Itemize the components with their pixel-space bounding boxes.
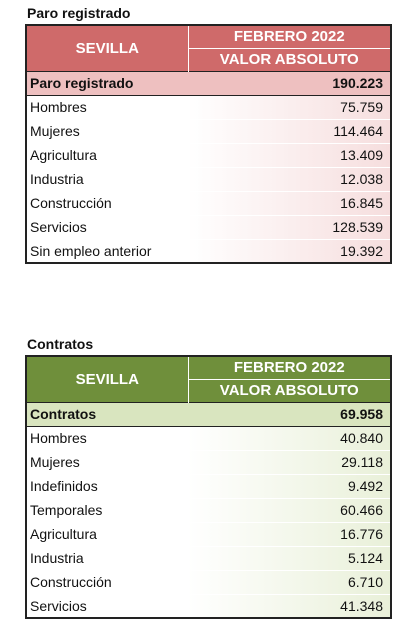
table-row: Servicios 41.348 — [26, 594, 391, 619]
row-value: 29.118 — [188, 450, 391, 475]
contratos-header-period: FEBRERO 2022 — [188, 356, 391, 380]
row-value: 12.038 — [188, 167, 391, 192]
table-row: Agricultura 13.409 — [25, 143, 391, 168]
row-label: Mujeres — [26, 450, 188, 475]
table-row: Construcción 16.845 — [25, 191, 391, 216]
contratos-total-row: Contratos 69.958 — [26, 401, 391, 427]
table-row: Temporales 60.466 — [26, 498, 391, 523]
paro-header-measure: VALOR ABSOLUTO — [188, 48, 391, 71]
row-value: 128.539 — [188, 215, 391, 240]
row-value: 16.845 — [188, 191, 391, 216]
contratos-total-value: 69.958 — [188, 401, 391, 427]
row-value: 5.124 — [188, 546, 391, 571]
paro-table: SEVILLA FEBRERO 2022 VALOR ABSOLUTO Paro… — [25, 24, 392, 264]
table-row: Sin empleo anterior 19.392 — [25, 239, 391, 264]
table-row: Industria 5.124 — [26, 546, 391, 571]
row-value: 16.776 — [188, 522, 391, 547]
row-value: 19.392 — [188, 239, 391, 264]
contratos-header-city: SEVILLA — [26, 356, 189, 402]
row-label: Hombres — [25, 95, 188, 120]
contratos-total-label: Contratos — [26, 401, 188, 427]
row-label: Industria — [25, 167, 188, 192]
row-label: Servicios — [25, 215, 188, 240]
paro-total-value: 190.223 — [188, 70, 391, 96]
row-label: Construcción — [26, 570, 188, 595]
paro-header-period: FEBRERO 2022 — [188, 25, 391, 49]
row-label: Servicios — [26, 594, 188, 619]
row-value: 13.409 — [188, 143, 391, 168]
table-row: Servicios 128.539 — [25, 215, 391, 240]
row-value: 60.466 — [188, 498, 391, 523]
row-value: 114.464 — [188, 119, 391, 144]
row-label: Hombres — [26, 426, 188, 451]
paro-total-label: Paro registrado — [25, 70, 188, 96]
contratos-header-measure: VALOR ABSOLUTO — [188, 379, 391, 402]
row-label: Agricultura — [25, 143, 188, 168]
table-row: Indefinidos 9.492 — [26, 474, 391, 499]
row-value: 9.492 — [188, 474, 391, 499]
row-label: Indefinidos — [26, 474, 188, 499]
table-row: Mujeres 114.464 — [25, 119, 391, 144]
row-label: Industria — [26, 546, 188, 571]
row-value: 6.710 — [188, 570, 391, 595]
row-label: Sin empleo anterior — [25, 239, 188, 264]
table-row: Hombres 75.759 — [25, 95, 391, 120]
paro-section-title: Paro registrado — [27, 5, 131, 21]
row-label: Construcción — [25, 191, 188, 216]
table-row: Agricultura 16.776 — [26, 522, 391, 547]
row-value: 41.348 — [188, 594, 391, 619]
row-label: Mujeres — [25, 119, 188, 144]
table-row: Mujeres 29.118 — [26, 450, 391, 475]
paro-total-row: Paro registrado 190.223 — [25, 70, 391, 96]
contratos-table: SEVILLA FEBRERO 2022 VALOR ABSOLUTO Cont… — [25, 355, 392, 619]
table-row: Hombres 40.840 — [26, 426, 391, 451]
paro-header-city: SEVILLA — [26, 25, 189, 71]
table-row: Construcción 6.710 — [26, 570, 391, 595]
row-value: 40.840 — [188, 426, 391, 451]
row-value: 75.759 — [188, 95, 391, 120]
row-label: Temporales — [26, 498, 188, 523]
table-row: Industria 12.038 — [25, 167, 391, 192]
row-label: Agricultura — [26, 522, 188, 547]
contratos-section-title: Contratos — [27, 336, 94, 352]
